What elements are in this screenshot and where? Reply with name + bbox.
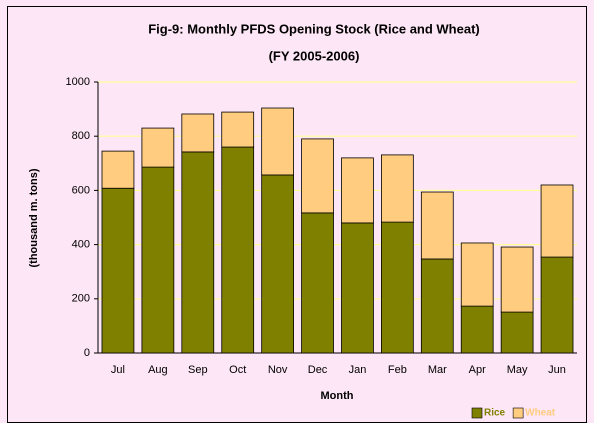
x-tick-label: May bbox=[507, 364, 528, 376]
x-tick-label: Aug bbox=[148, 364, 168, 376]
bar-segment bbox=[141, 166, 175, 354]
bar-segment bbox=[261, 107, 294, 176]
x-tick-label: Jun bbox=[548, 364, 566, 376]
y-axis-title: (thousand m. tons) bbox=[28, 168, 40, 267]
x-tick-label: Dec bbox=[308, 364, 328, 376]
x-tick-label: Oct bbox=[229, 364, 246, 376]
bar-segment bbox=[500, 311, 534, 354]
bar-segment bbox=[420, 258, 454, 354]
y-tick-label: 1000 bbox=[66, 76, 90, 88]
x-tick-label: Jul bbox=[111, 364, 125, 376]
bar-segment bbox=[101, 150, 135, 189]
bar-segment bbox=[181, 113, 215, 153]
bar-segment bbox=[500, 246, 534, 313]
legend-swatch bbox=[512, 407, 524, 419]
x-tick-label: Sep bbox=[188, 364, 208, 376]
bar-segment bbox=[181, 151, 215, 354]
legend-label: Rice bbox=[484, 408, 506, 419]
bar-segment bbox=[381, 221, 414, 354]
y-tick-label: 400 bbox=[72, 239, 90, 251]
y-tick-label: 600 bbox=[72, 184, 90, 196]
x-axis-title: Month bbox=[321, 390, 354, 402]
y-tick-label: 800 bbox=[72, 130, 90, 142]
x-tick-label: Mar bbox=[428, 364, 447, 376]
bar-segment bbox=[460, 305, 494, 354]
bar-segment bbox=[221, 111, 255, 148]
legend-label: Wheat bbox=[525, 408, 556, 419]
bar-segment bbox=[381, 154, 414, 223]
bar-segment bbox=[540, 184, 574, 258]
y-tick-label: 0 bbox=[84, 347, 90, 359]
bar-segment bbox=[301, 138, 334, 214]
x-tick-label: Apr bbox=[469, 364, 486, 376]
bar-segment bbox=[221, 146, 255, 354]
bar-segment bbox=[540, 256, 574, 354]
bar-segment bbox=[341, 222, 374, 354]
y-tick-label: 200 bbox=[72, 293, 90, 305]
bar-segment bbox=[261, 174, 294, 354]
bar-segment bbox=[460, 242, 494, 307]
x-tick-label: Nov bbox=[268, 364, 288, 376]
bar-segment bbox=[101, 187, 135, 354]
chart-subtitle: (FY 2005-2006) bbox=[269, 48, 360, 63]
x-tick-label: Feb bbox=[388, 364, 407, 376]
x-tick-label: Jan bbox=[349, 364, 367, 376]
bar-segment bbox=[141, 127, 175, 168]
bar-segment bbox=[341, 157, 374, 224]
legend-swatch bbox=[471, 407, 483, 419]
bar-segment bbox=[301, 212, 334, 354]
bar-segment bbox=[420, 191, 454, 260]
chart-title: Fig-9: Monthly PFDS Opening Stock (Rice … bbox=[148, 21, 480, 36]
